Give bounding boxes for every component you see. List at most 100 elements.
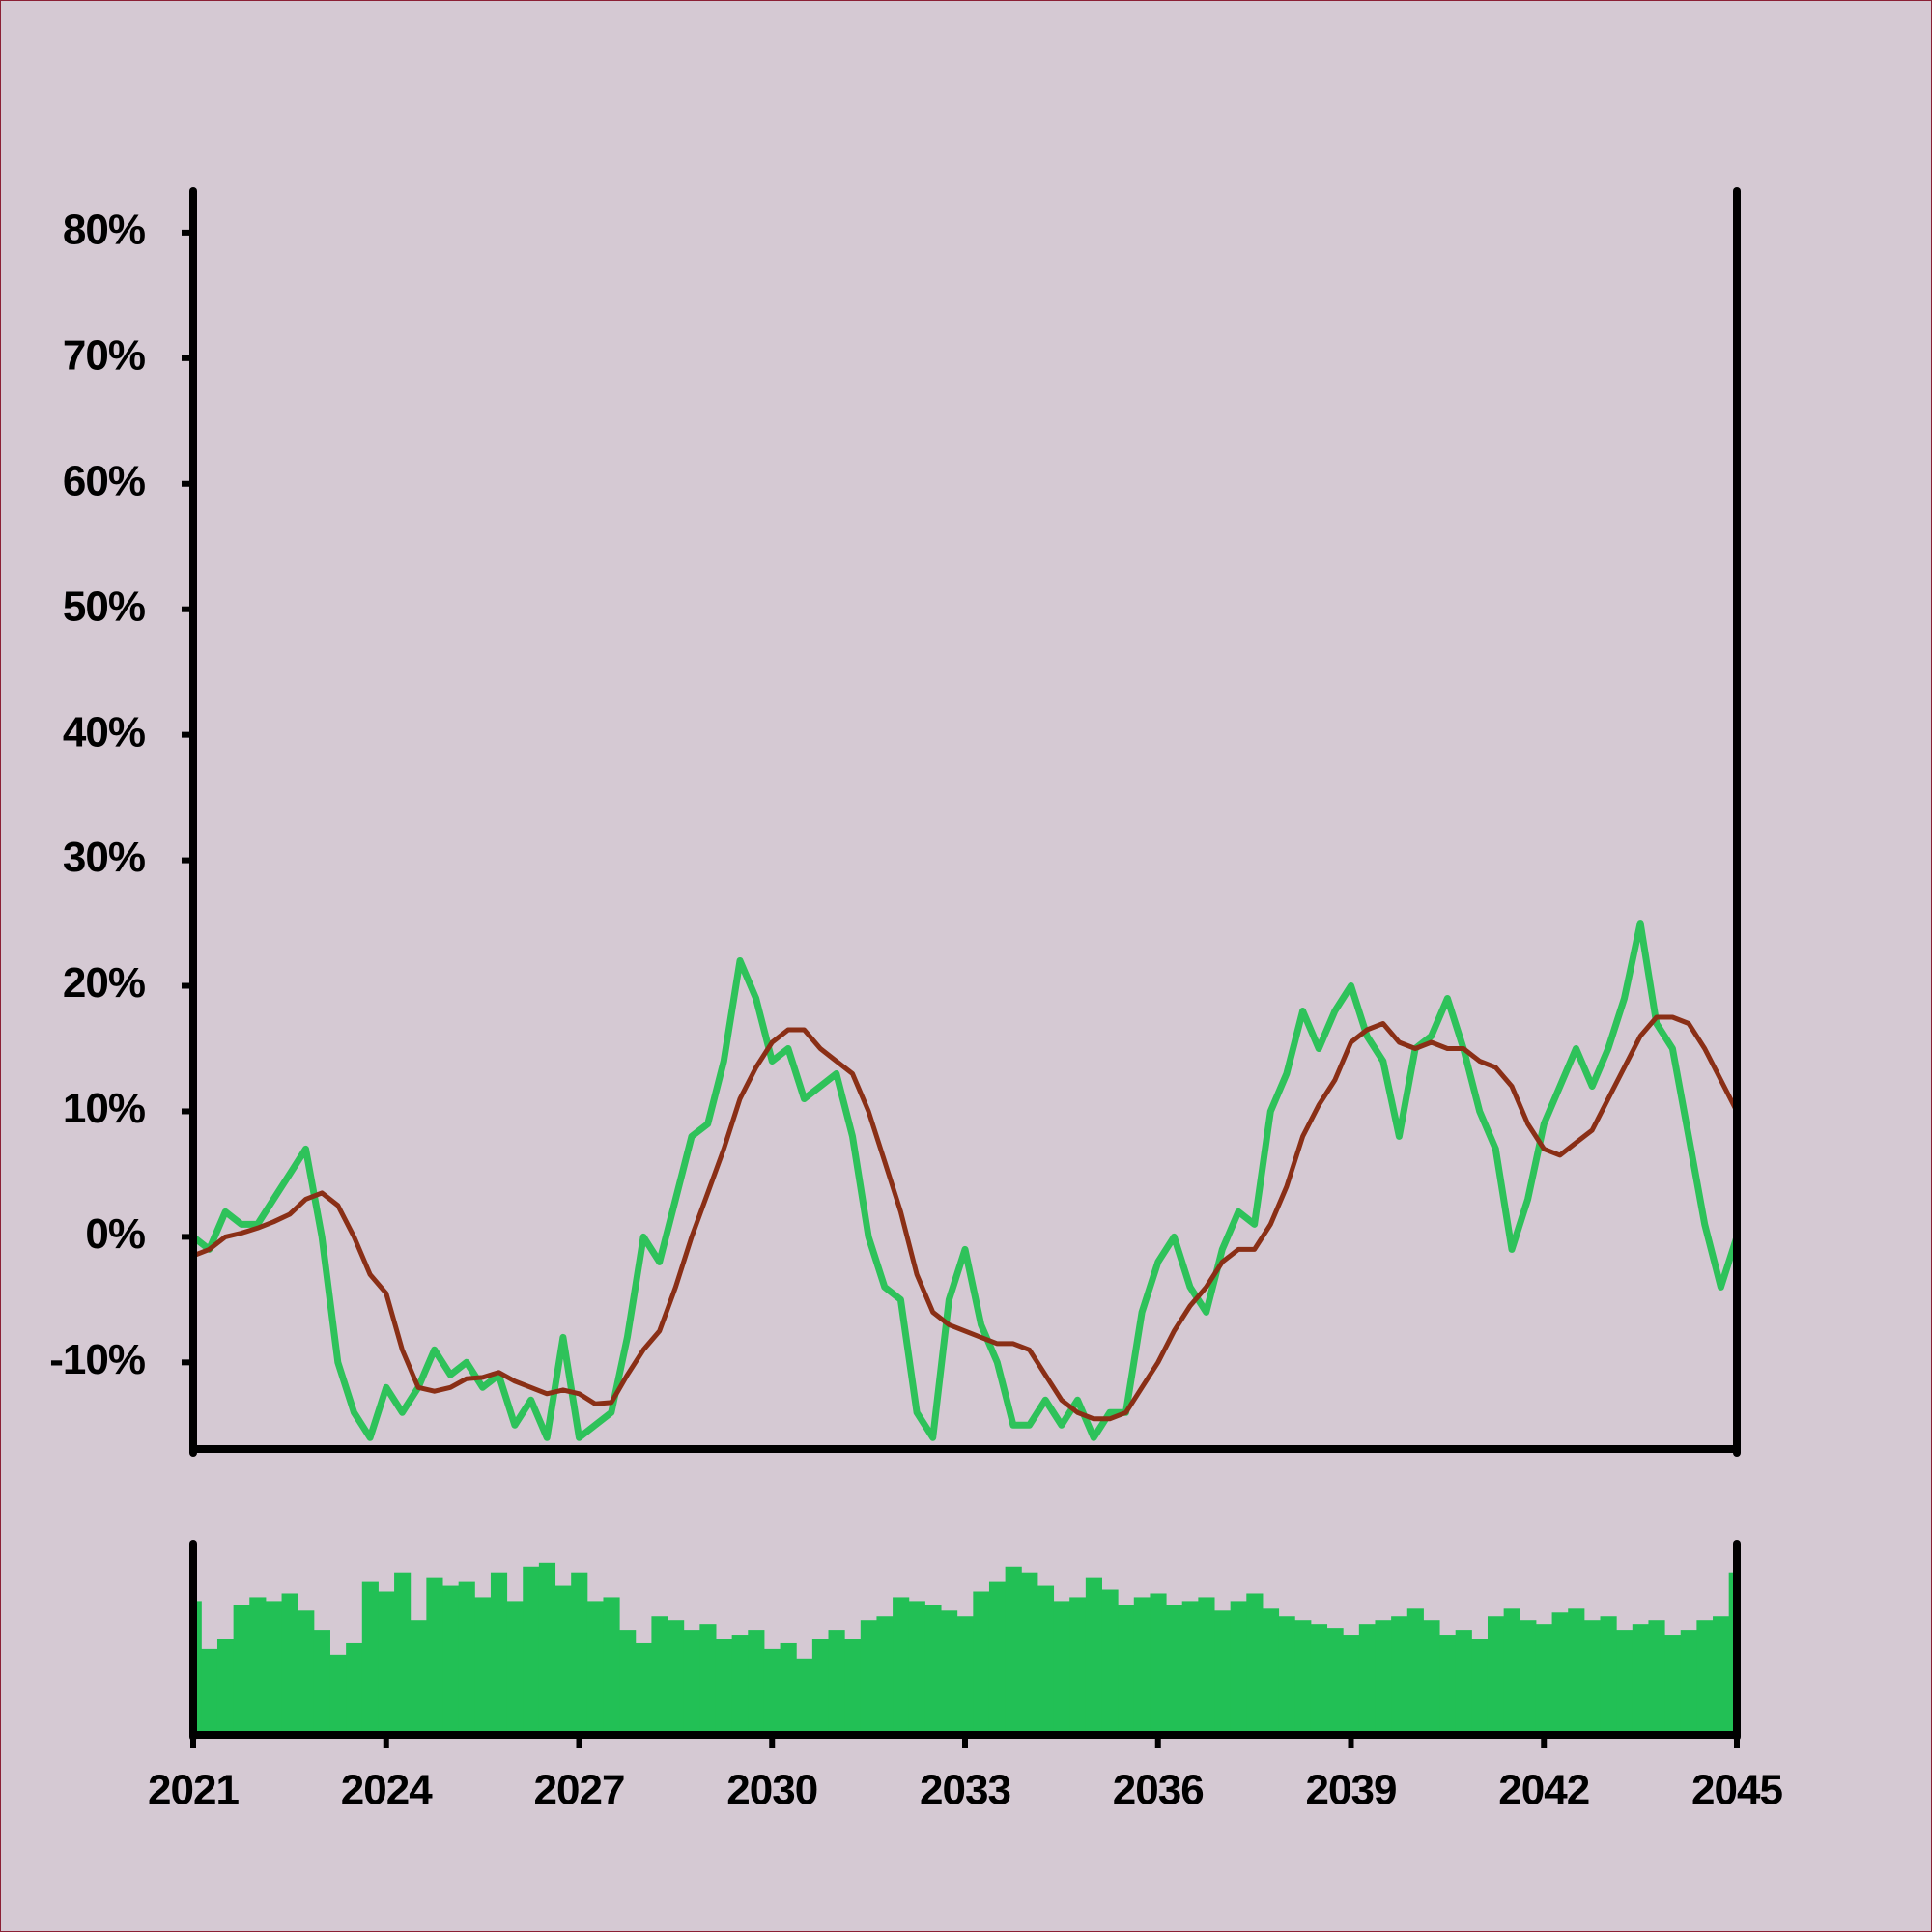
volume-bar <box>1713 1616 1730 1735</box>
volume-bar <box>893 1597 910 1735</box>
volume-bar <box>1150 1593 1167 1735</box>
y-tick-label: 10% <box>63 1085 145 1132</box>
y-tick-label: 70% <box>63 331 145 379</box>
volume-bar <box>731 1635 749 1735</box>
volume-bar <box>346 1642 363 1735</box>
volume-bar <box>1583 1620 1602 1735</box>
volume-bar <box>394 1572 412 1735</box>
volume-bar <box>651 1616 668 1735</box>
y-tick-label: 50% <box>63 582 145 630</box>
volume-bar <box>1568 1608 1585 1735</box>
volume-bar <box>973 1591 990 1735</box>
volume-bar <box>378 1591 395 1735</box>
x-tick-label: 2036 <box>1113 1767 1204 1814</box>
volume-bar <box>1520 1620 1537 1735</box>
volume-bar <box>924 1605 942 1735</box>
volume-bar <box>1310 1624 1328 1735</box>
y-tick-label: -10% <box>49 1336 145 1383</box>
volume-bar <box>876 1616 894 1735</box>
axes: -10% 0% 10% 20% 30% 40% 50% 60% 70% 80% 2021 2024 20… <box>49 187 1783 1814</box>
volume-bar <box>523 1566 540 1735</box>
volume-bar <box>1069 1597 1087 1735</box>
volume-bar <box>1358 1624 1376 1735</box>
volume-bar <box>458 1581 475 1735</box>
volume-bar <box>571 1572 588 1735</box>
volume-bar <box>988 1581 1007 1735</box>
volume-bar <box>844 1639 862 1735</box>
volume-bar <box>1535 1624 1553 1735</box>
volume-bar <box>1198 1597 1215 1735</box>
volume-bar <box>1101 1589 1119 1735</box>
volume-bar <box>1728 1572 1737 1735</box>
x-tick-label: 2045 <box>1691 1767 1782 1814</box>
volume-bar <box>249 1597 267 1735</box>
volume-bar <box>298 1610 315 1735</box>
volume-bar <box>1632 1624 1649 1735</box>
volume-bar <box>956 1616 974 1735</box>
volume-bar <box>586 1601 604 1735</box>
volume-bar <box>554 1585 572 1735</box>
volume-bar <box>1037 1585 1055 1735</box>
volume-bar <box>1005 1566 1022 1735</box>
volume-bar <box>1262 1608 1280 1735</box>
volume-bar <box>313 1630 330 1735</box>
volume-bar <box>763 1648 781 1735</box>
volume-bar <box>442 1585 460 1735</box>
volume-bar <box>410 1620 427 1735</box>
volume-bar <box>1487 1616 1505 1735</box>
volume-plot <box>193 1562 1737 1735</box>
volume-bar <box>1696 1620 1714 1735</box>
volume-bar <box>1664 1635 1682 1735</box>
volume-bar <box>683 1630 700 1735</box>
volume-bar <box>201 1648 218 1735</box>
line-series <box>193 920 1737 1441</box>
line-series <box>193 1014 1737 1422</box>
volume-bar <box>265 1601 283 1735</box>
volume-bar <box>1471 1639 1489 1735</box>
volume-bar <box>1214 1610 1232 1735</box>
volume-bar <box>748 1630 765 1735</box>
volume-bar <box>1118 1605 1135 1735</box>
line-plot <box>193 920 1737 1441</box>
volume-bar <box>860 1620 877 1735</box>
volume-bar <box>1343 1635 1360 1735</box>
volume-bar <box>1085 1577 1102 1735</box>
x-tick-label: 2024 <box>341 1767 433 1814</box>
volume-bar <box>1246 1593 1264 1735</box>
x-tick-label: 2039 <box>1306 1767 1397 1814</box>
y-tick-label: 40% <box>63 708 145 755</box>
y-tick-label: 0% <box>85 1210 145 1258</box>
volume-bar <box>715 1639 733 1735</box>
volume-bar <box>281 1593 298 1735</box>
volume-bar <box>506 1601 524 1735</box>
volume-bar <box>1053 1601 1070 1735</box>
volume-bar <box>1406 1608 1424 1735</box>
volume-bar <box>1326 1628 1344 1735</box>
x-tick-label: 2042 <box>1498 1767 1589 1814</box>
volume-bar <box>1230 1601 1247 1735</box>
volume-bar <box>233 1605 250 1735</box>
volume-bar <box>699 1624 717 1735</box>
volume-bar <box>668 1620 685 1735</box>
y-tick-label: 20% <box>63 959 145 1007</box>
volume-bar <box>1455 1630 1472 1735</box>
volume-bar <box>619 1630 637 1735</box>
volume-bar <box>329 1654 347 1735</box>
volume-bar <box>796 1658 813 1735</box>
volume-bar <box>603 1597 620 1735</box>
volume-bar <box>1278 1616 1295 1735</box>
x-tick-label: 2021 <box>148 1767 239 1814</box>
volume-bar <box>1616 1630 1634 1735</box>
volume-bar <box>811 1639 830 1735</box>
volume-bar <box>908 1601 925 1735</box>
volume-bar <box>941 1610 958 1735</box>
volume-bar <box>1375 1620 1392 1735</box>
volume-bar <box>538 1562 556 1735</box>
volume-bar <box>1423 1620 1440 1735</box>
volume-bar <box>1294 1620 1312 1735</box>
y-tick-label: 80% <box>63 207 145 254</box>
volume-bar <box>780 1642 797 1735</box>
y-tick-label: 30% <box>63 834 145 881</box>
